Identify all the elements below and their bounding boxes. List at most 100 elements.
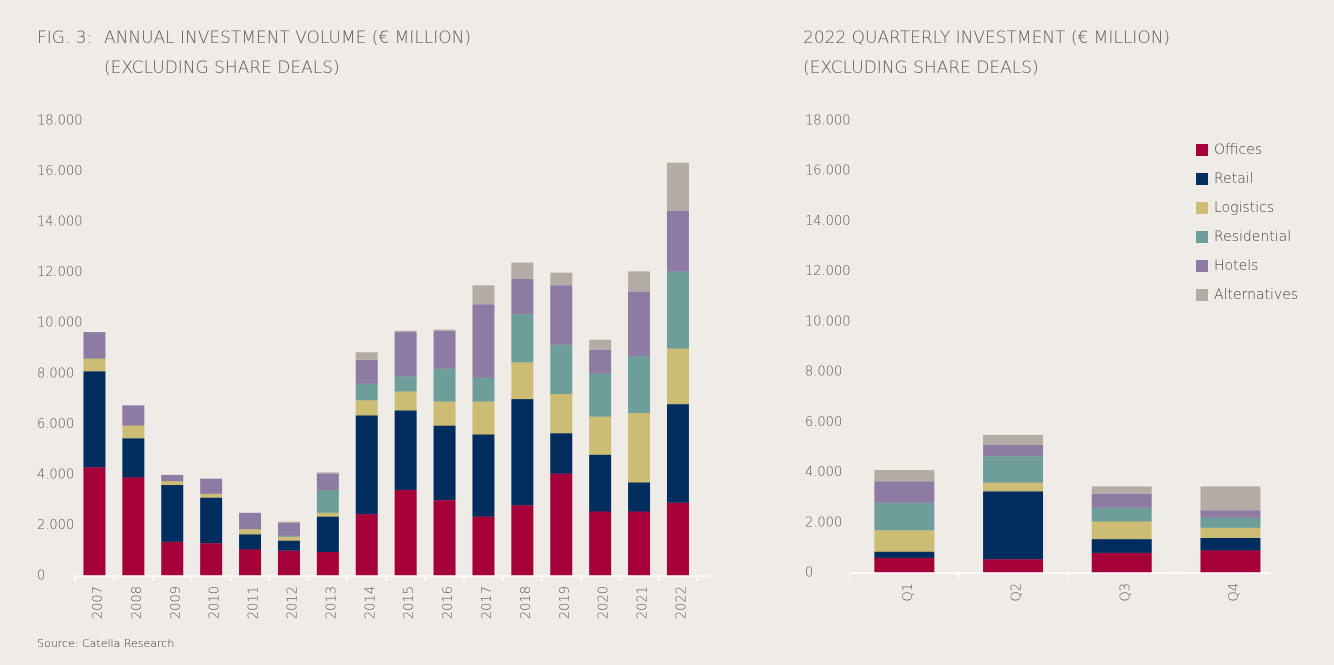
bar-segment — [874, 481, 935, 503]
bar-segment — [628, 271, 651, 292]
bar-segment — [550, 473, 573, 576]
bar-segment — [1091, 539, 1152, 553]
bar-segment — [239, 529, 262, 535]
bar-segment — [666, 348, 689, 405]
bar-segment — [277, 521, 300, 523]
chart-subtitle: (EXCLUDING SHARE DEALS) — [803, 58, 1039, 78]
x-tick-label: 2011 — [247, 586, 262, 619]
bar-segment — [200, 497, 223, 544]
bar-segment — [394, 376, 417, 392]
x-tick-label: Q2 — [1010, 583, 1025, 602]
legend-label: Logistics — [1214, 200, 1274, 216]
bar-segment — [589, 339, 612, 350]
bar-segment — [628, 356, 651, 413]
figure-label: FIG. 3: — [37, 28, 92, 48]
x-tick-label: 2015 — [402, 586, 417, 619]
x-tick-label: 2017 — [480, 586, 495, 619]
bar-segment — [122, 477, 145, 576]
bar-segment — [666, 271, 689, 349]
bar-segment — [589, 349, 612, 374]
bar-segment — [472, 377, 495, 402]
x-tick-label: 2012 — [285, 586, 300, 619]
x-tick-label: 2016 — [441, 586, 456, 619]
bar-segment — [589, 373, 612, 417]
bar-segment — [666, 162, 689, 211]
bar-segment — [472, 304, 495, 378]
bar-segment — [874, 557, 935, 573]
x-tick-label: 2019 — [558, 586, 573, 619]
bar-segment — [511, 399, 534, 506]
bar-segment — [628, 291, 651, 357]
y-tick-label: 16.000 — [37, 164, 83, 179]
bar-segment — [1200, 527, 1261, 538]
bar-segment — [511, 278, 534, 315]
bar-segment — [355, 415, 378, 515]
y-tick-label: 0 — [37, 569, 45, 584]
bar-segment — [316, 512, 339, 517]
x-tick-label: 2007 — [91, 586, 106, 619]
bar-segment — [511, 362, 534, 400]
chart-title: 2022 QUARTERLY INVESTMENT (€ MILLION) — [803, 28, 1170, 48]
bar-segment — [161, 474, 184, 482]
bar-segment — [355, 383, 378, 401]
bar-segment — [1091, 521, 1152, 540]
bar-segment — [550, 285, 573, 345]
bar-segment — [983, 456, 1044, 483]
bar-segment — [874, 470, 935, 482]
bar-segment — [200, 478, 223, 494]
y-tick-label: 18.000 — [805, 114, 851, 129]
y-tick-label: 8.000 — [805, 365, 842, 380]
y-tick-label: 16.000 — [805, 164, 851, 179]
bar-segment — [316, 551, 339, 576]
y-tick-label: 14.000 — [37, 215, 83, 230]
y-tick-label: 14.000 — [805, 214, 851, 229]
bar-segment — [394, 391, 417, 411]
bar-segment — [472, 516, 495, 576]
x-tick-label: 2010 — [208, 586, 223, 619]
y-tick-label: 6.000 — [805, 415, 842, 430]
bar-segment — [550, 344, 573, 394]
bar-segment — [983, 444, 1044, 457]
bar-segment — [433, 500, 456, 576]
bar-segment — [355, 514, 378, 576]
bar-segment — [83, 358, 106, 372]
bar-segment — [394, 490, 417, 576]
bar-segment — [983, 559, 1044, 573]
bar-segment — [433, 368, 456, 402]
bar-segment — [355, 359, 378, 384]
bar-segment — [316, 472, 339, 474]
bar-segment — [122, 405, 145, 426]
bar-segment — [394, 332, 417, 377]
y-tick-label: 12.000 — [37, 265, 83, 280]
y-tick-label: 2.000 — [805, 515, 842, 530]
source: Source: Catella Research — [37, 637, 174, 650]
y-tick-label: 8.000 — [37, 366, 74, 381]
bar-segment — [589, 511, 612, 576]
x-tick-label: Q4 — [1227, 583, 1242, 602]
x-tick-label: Q3 — [1118, 583, 1133, 602]
bar-segment — [433, 425, 456, 501]
bar-segment — [628, 412, 651, 483]
y-tick-label: 10.000 — [805, 314, 851, 329]
bar-segment — [316, 473, 339, 491]
bar-segment — [666, 404, 689, 503]
bar-segment — [874, 551, 935, 558]
bar-segment — [277, 550, 300, 576]
legend-swatch — [1196, 144, 1208, 156]
bar-segment — [355, 400, 378, 416]
bar-segment — [666, 210, 689, 272]
bar-segment — [239, 549, 262, 576]
bar-segment — [666, 502, 689, 576]
bar-segment — [511, 505, 534, 576]
bar-segment — [983, 491, 1044, 560]
bar-segment — [200, 493, 223, 498]
bar-segment — [628, 482, 651, 512]
bar-segment — [394, 410, 417, 491]
legend-label: Alternatives — [1214, 287, 1298, 303]
bar-segment — [122, 425, 145, 439]
legend-swatch — [1196, 260, 1208, 272]
y-tick-label: 6.000 — [37, 417, 74, 432]
bar-segment — [277, 536, 300, 541]
